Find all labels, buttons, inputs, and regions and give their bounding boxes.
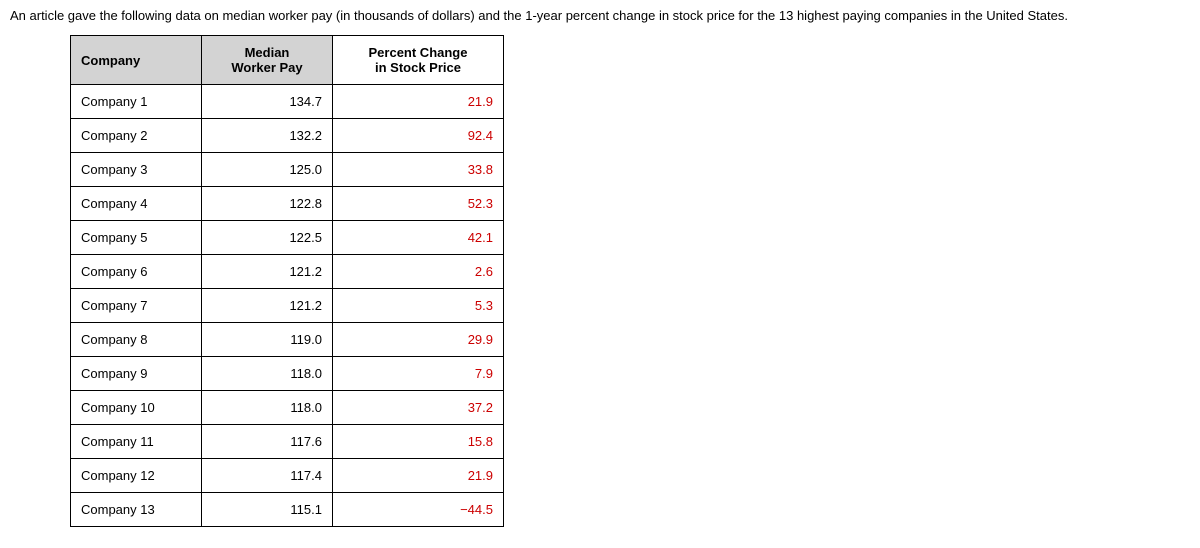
change-cell: 21.9 — [333, 459, 504, 493]
data-table: Company Median Worker Pay Percent Change… — [70, 35, 504, 527]
pay-cell: 117.6 — [202, 425, 333, 459]
col-header-change-l1: Percent Change — [369, 45, 468, 60]
change-cell: 52.3 — [333, 187, 504, 221]
change-cell: 5.3 — [333, 289, 504, 323]
col-header-pay: Median Worker Pay — [202, 36, 333, 85]
pay-cell: 122.5 — [202, 221, 333, 255]
table-row: Company 6121.22.6 — [71, 255, 504, 289]
table-row: Company 2132.292.4 — [71, 119, 504, 153]
pay-cell: 119.0 — [202, 323, 333, 357]
col-header-change-l2: in Stock Price — [375, 60, 461, 75]
change-cell: 33.8 — [333, 153, 504, 187]
company-cell: Company 10 — [71, 391, 202, 425]
company-cell: Company 6 — [71, 255, 202, 289]
change-cell: 29.9 — [333, 323, 504, 357]
pay-cell: 117.4 — [202, 459, 333, 493]
pay-cell: 132.2 — [202, 119, 333, 153]
change-cell: 37.2 — [333, 391, 504, 425]
change-cell: 21.9 — [333, 85, 504, 119]
pay-cell: 125.0 — [202, 153, 333, 187]
table-row: Company 12117.421.9 — [71, 459, 504, 493]
table-row: Company 7121.25.3 — [71, 289, 504, 323]
table-row: Company 3125.033.8 — [71, 153, 504, 187]
company-cell: Company 2 — [71, 119, 202, 153]
table-row: Company 1134.721.9 — [71, 85, 504, 119]
pay-cell: 121.2 — [202, 289, 333, 323]
company-cell: Company 13 — [71, 493, 202, 527]
pay-cell: 134.7 — [202, 85, 333, 119]
pay-cell: 115.1 — [202, 493, 333, 527]
company-cell: Company 9 — [71, 357, 202, 391]
change-cell: 7.9 — [333, 357, 504, 391]
company-cell: Company 7 — [71, 289, 202, 323]
col-header-pay-l1: Median — [245, 45, 290, 60]
company-cell: Company 12 — [71, 459, 202, 493]
change-cell: 92.4 — [333, 119, 504, 153]
table-row: Company 4122.852.3 — [71, 187, 504, 221]
table-row: Company 10118.037.2 — [71, 391, 504, 425]
col-header-company: Company — [71, 36, 202, 85]
company-cell: Company 3 — [71, 153, 202, 187]
intro-text: An article gave the following data on me… — [10, 8, 1190, 23]
table-row: Company 5122.542.1 — [71, 221, 504, 255]
pay-cell: 122.8 — [202, 187, 333, 221]
company-cell: Company 5 — [71, 221, 202, 255]
change-cell: 42.1 — [333, 221, 504, 255]
change-cell: −44.5 — [333, 493, 504, 527]
table-row: Company 13115.1−44.5 — [71, 493, 504, 527]
company-cell: Company 4 — [71, 187, 202, 221]
table-row: Company 9118.07.9 — [71, 357, 504, 391]
pay-cell: 118.0 — [202, 357, 333, 391]
col-header-pay-l2: Worker Pay — [231, 60, 302, 75]
col-header-change: Percent Change in Stock Price — [333, 36, 504, 85]
table-row: Company 8119.029.9 — [71, 323, 504, 357]
change-cell: 15.8 — [333, 425, 504, 459]
pay-cell: 121.2 — [202, 255, 333, 289]
company-cell: Company 8 — [71, 323, 202, 357]
pay-cell: 118.0 — [202, 391, 333, 425]
table-row: Company 11117.615.8 — [71, 425, 504, 459]
company-cell: Company 11 — [71, 425, 202, 459]
company-cell: Company 1 — [71, 85, 202, 119]
change-cell: 2.6 — [333, 255, 504, 289]
